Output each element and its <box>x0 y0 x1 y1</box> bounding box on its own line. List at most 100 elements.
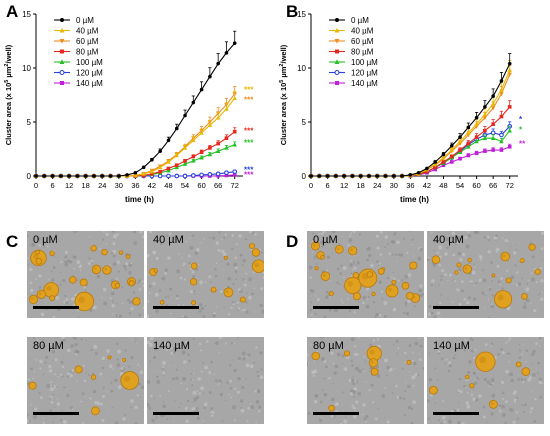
data-point <box>208 146 212 150</box>
texture-speck <box>506 352 511 356</box>
texture-speck <box>200 349 203 352</box>
cluster-texture <box>336 247 340 250</box>
texture-speck <box>243 283 247 287</box>
texture-speck <box>386 420 390 424</box>
cell-cluster <box>528 243 536 251</box>
legend-marker <box>59 59 65 64</box>
texture-speck <box>437 284 440 286</box>
texture-speck <box>391 392 394 394</box>
texture-speck <box>121 302 124 305</box>
x-tick-label: 24 <box>98 181 106 190</box>
texture-speck <box>395 384 398 388</box>
texture-speck <box>235 243 238 246</box>
texture-speck <box>315 295 317 297</box>
data-point <box>224 51 229 55</box>
texture-speck <box>421 292 424 297</box>
texture-speck <box>351 364 354 367</box>
texture-speck <box>349 389 354 393</box>
texture-speck <box>406 251 409 255</box>
texture-speck <box>27 378 30 381</box>
texture-speck <box>61 337 65 340</box>
texture-speck <box>470 393 474 397</box>
x-tick-label: 72 <box>231 181 239 190</box>
cell-cluster <box>391 279 397 285</box>
texture-speck <box>83 364 86 367</box>
texture-speck <box>355 400 359 404</box>
data-point <box>507 128 512 133</box>
texture-speck <box>99 372 103 376</box>
legend-marker <box>59 39 65 44</box>
texture-speck <box>434 402 437 404</box>
texture-speck <box>50 400 54 404</box>
texture-speck <box>116 233 119 236</box>
texture-speck <box>454 280 457 283</box>
texture-speck <box>124 262 129 266</box>
texture-speck <box>451 231 456 236</box>
texture-speck <box>194 293 196 295</box>
texture-speck <box>420 297 422 300</box>
texture-speck <box>506 269 509 273</box>
cell-cluster <box>223 287 234 298</box>
cell-cluster <box>366 271 374 278</box>
texture-speck <box>233 342 235 345</box>
texture-speck <box>487 316 490 318</box>
texture-speck <box>491 382 494 385</box>
texture-speck <box>369 343 373 347</box>
chart-a: 0 5 10 15 0 6 12 18 24 30 36 42 48 54 60 66 72 time (h) Cl… <box>4 10 254 204</box>
texture-speck <box>439 301 442 305</box>
texture-speck <box>388 252 392 256</box>
texture-speck <box>137 363 140 366</box>
texture-speck <box>74 343 78 347</box>
texture-speck <box>33 415 37 419</box>
texture-speck <box>323 392 328 397</box>
texture-speck <box>73 267 75 270</box>
cell-cluster <box>49 250 55 256</box>
texture-speck <box>379 231 383 234</box>
texture-speck <box>134 422 138 424</box>
cell-cluster <box>334 244 344 254</box>
texture-speck <box>399 253 404 257</box>
texture-speck <box>126 298 130 302</box>
texture-speck <box>310 301 313 304</box>
legend-label: 40 µM <box>76 27 99 36</box>
series-line <box>36 97 236 177</box>
texture-speck <box>210 360 214 364</box>
texture-speck <box>158 289 162 292</box>
texture-speck <box>309 276 312 279</box>
texture-speck <box>514 264 517 267</box>
texture-speck <box>513 400 517 404</box>
x-tick-label: 42 <box>423 181 431 190</box>
x-tick-label: 54 <box>181 181 189 190</box>
texture-speck <box>213 373 216 376</box>
texture-speck <box>309 245 312 247</box>
texture-speck <box>516 396 519 399</box>
texture-speck <box>128 271 132 275</box>
texture-speck <box>39 367 42 370</box>
texture-speck <box>193 400 195 403</box>
texture-speck <box>159 394 162 397</box>
texture-speck <box>185 419 189 423</box>
cell-cluster <box>251 248 261 257</box>
data-point <box>158 169 162 174</box>
data-point <box>232 169 238 175</box>
cell-cluster <box>210 286 217 293</box>
legend-marker <box>335 49 339 54</box>
texture-speck <box>66 348 71 353</box>
cell-cluster <box>401 281 410 290</box>
texture-speck <box>452 253 456 257</box>
texture-speck <box>508 337 512 340</box>
texture-speck <box>353 415 357 419</box>
texture-speck <box>343 276 345 279</box>
texture-speck <box>112 242 116 246</box>
texture-speck <box>189 289 193 294</box>
cell-cluster <box>120 371 140 390</box>
texture-speck <box>506 306 511 311</box>
cell-cluster <box>114 282 121 289</box>
texture-speck <box>481 291 485 295</box>
cluster-texture <box>388 287 393 292</box>
series-line <box>36 93 236 177</box>
texture-speck <box>357 392 362 396</box>
data-point <box>449 160 454 164</box>
texture-speck <box>60 360 64 364</box>
texture-speck <box>152 355 157 360</box>
